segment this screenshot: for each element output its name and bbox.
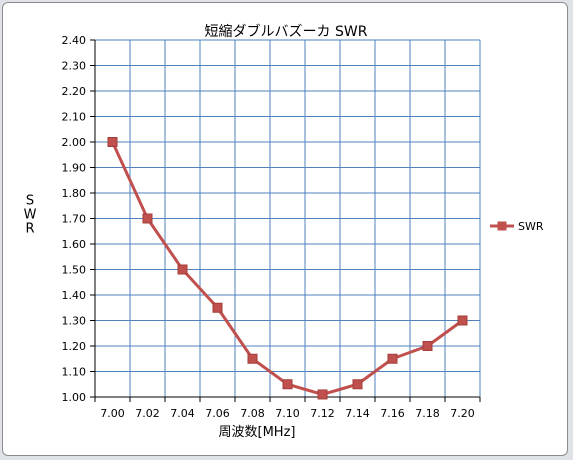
y-tick-label: 2.30 xyxy=(62,60,87,73)
y-tick-label: 1.90 xyxy=(62,162,87,175)
legend-swatch-marker xyxy=(497,221,507,231)
y-tick-label: 1.80 xyxy=(62,187,87,200)
x-tick-label: 7.08 xyxy=(240,407,265,420)
y-tick-label: 2.20 xyxy=(62,85,87,98)
legend: SWR xyxy=(490,220,544,233)
data-point-marker xyxy=(352,379,363,390)
y-tick-label: 2.00 xyxy=(62,136,87,149)
data-point-marker xyxy=(317,389,328,400)
y-tick-label: 1.60 xyxy=(62,238,87,251)
legend-label: SWR xyxy=(518,220,544,233)
y-axis-ticks: 1.00 1.10 1.20 1.30 1.40 1.50 1.60 1.70 1.80 1.90… xyxy=(62,34,95,404)
x-tick-label: 7.20 xyxy=(450,407,475,420)
data-point-marker xyxy=(177,264,188,275)
x-tick-label: 7.18 xyxy=(415,407,440,420)
y-tick-label: 1.40 xyxy=(62,289,87,302)
x-tick-label: 7.14 xyxy=(345,407,370,420)
data-point-marker xyxy=(107,137,118,147)
x-tick-label: 7.06 xyxy=(205,407,230,420)
data-point-marker xyxy=(142,213,153,224)
y-tick-label: 2.10 xyxy=(62,111,87,124)
data-point-marker xyxy=(422,341,433,351)
data-point-marker xyxy=(387,353,398,364)
y-tick-label: 2.40 xyxy=(62,34,87,47)
x-tick-label: 7.10 xyxy=(275,407,300,420)
y-tick-label: 1.30 xyxy=(62,315,87,328)
y-tick-label: 1.70 xyxy=(62,213,87,226)
x-tick-label: 7.02 xyxy=(135,407,160,420)
data-point-marker xyxy=(457,315,468,326)
y-tick-label: 1.10 xyxy=(62,366,87,379)
x-axis-label: 周波数[MHz] xyxy=(219,425,296,440)
x-tick-label: 7.04 xyxy=(170,407,195,420)
x-tick-label: 7.12 xyxy=(310,407,335,420)
grid xyxy=(94,39,481,398)
chart-title: 短縮ダブルバズーカ SWR xyxy=(205,23,368,40)
y-tick-label: 1.20 xyxy=(62,340,87,353)
data-point-marker xyxy=(247,353,258,364)
y-tick-label: 1.50 xyxy=(62,264,87,277)
y-tick-label: 1.00 xyxy=(62,391,87,404)
data-point-marker xyxy=(212,302,223,313)
series-layer xyxy=(107,137,468,400)
x-tick-label: 7.00 xyxy=(100,407,125,420)
x-axis-ticks: 7.00 7.02 7.04 7.06 7.08 7.10 7.12 7.14 7.16 7.18… xyxy=(94,397,481,420)
data-point-marker xyxy=(282,379,293,390)
x-tick-label: 7.16 xyxy=(380,407,405,420)
